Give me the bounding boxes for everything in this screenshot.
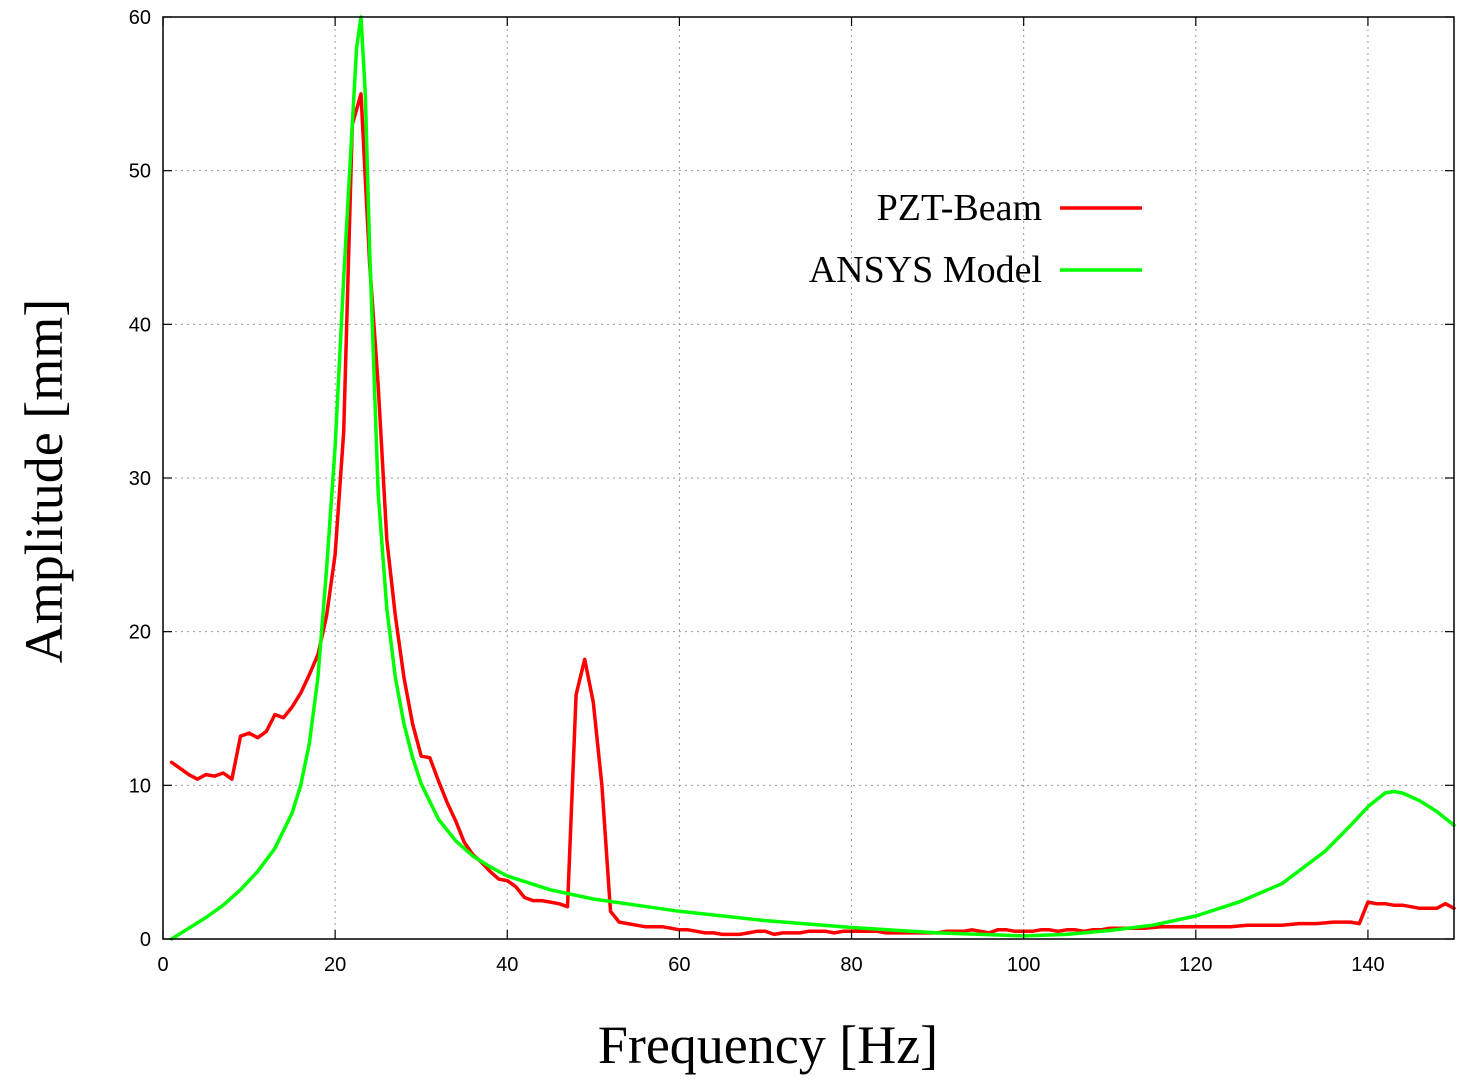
y-tick-label: 0	[140, 929, 151, 951]
y-axis-tick-labels: 0 10 20 30 40 50 60	[129, 7, 151, 951]
x-tick-label: 60	[668, 954, 690, 976]
x-tick-label: 140	[1351, 954, 1384, 976]
x-axis-tick-labels: 0 20 40 60 80 100 120 140	[157, 954, 1384, 976]
series-line-ansys-model	[169, 15, 1456, 941]
x-tick-label: 120	[1179, 954, 1212, 976]
legend: PZT-Beam ANSYS Model	[809, 187, 1142, 291]
y-tick-label: 40	[129, 314, 151, 336]
y-tick-label: 50	[129, 161, 151, 183]
y-tick-label: 60	[129, 7, 151, 29]
x-tick-label: 20	[324, 954, 346, 976]
axis-ticks	[162, 16, 1454, 940]
plot-series	[169, 15, 1456, 941]
y-tick-label: 30	[129, 468, 151, 490]
legend-label: PZT-Beam	[877, 187, 1042, 229]
legend-label: ANSYS Model	[809, 249, 1042, 291]
y-axis-label: Amplitude [mm]	[14, 299, 74, 663]
x-tick-label: 100	[1007, 954, 1040, 976]
series-line-pzt-beam	[169, 92, 1456, 937]
grid-lines	[163, 17, 1454, 939]
x-tick-label: 40	[496, 954, 518, 976]
x-tick-label: 80	[840, 954, 862, 976]
x-axis-label: Frequency [Hz]	[598, 1015, 938, 1075]
x-tick-label: 0	[157, 954, 168, 976]
y-tick-label: 20	[129, 622, 151, 644]
y-tick-label: 10	[129, 775, 151, 797]
